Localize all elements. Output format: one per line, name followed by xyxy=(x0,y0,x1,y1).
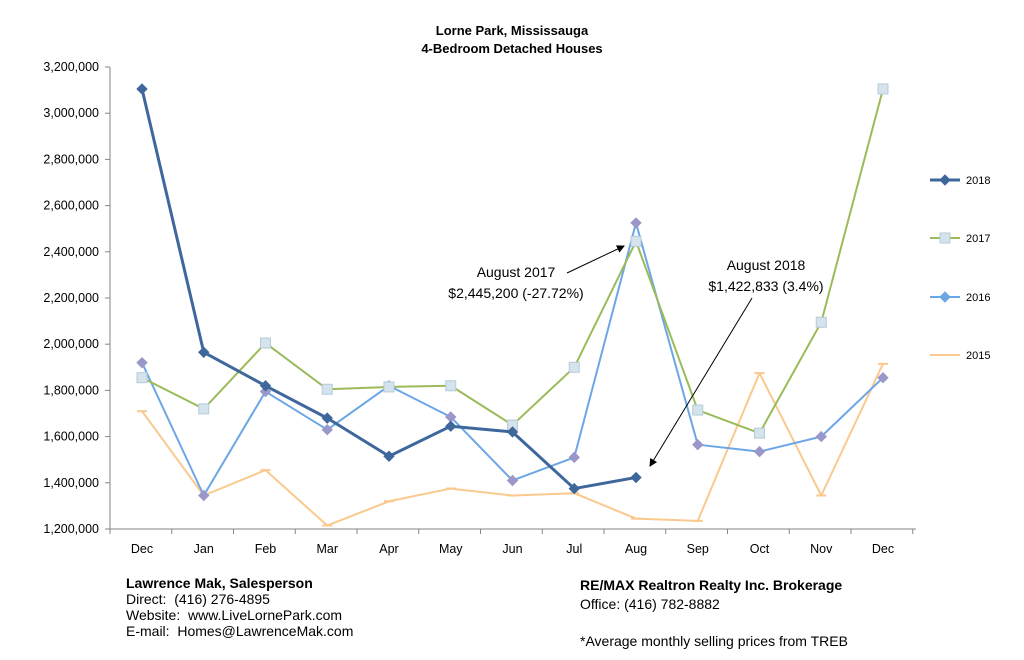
y-tick-label: 1,600,000 xyxy=(43,430,99,444)
data-point-2018 xyxy=(383,450,395,462)
x-tick-label: Feb xyxy=(255,542,277,556)
legend-marker-2017 xyxy=(939,232,951,244)
data-point-2018 xyxy=(630,471,642,484)
legend-label-2015: 2015 xyxy=(966,350,990,362)
data-point-2016 xyxy=(198,489,210,502)
chart-title: Lorne Park, Mississauga xyxy=(436,23,589,38)
data-point-2017 xyxy=(815,316,827,328)
series-group xyxy=(136,83,889,527)
annotation-aug-2018-value: $1,422,833 (3.4%) xyxy=(708,278,823,294)
data-point-2016 xyxy=(136,356,148,369)
data-point-2017 xyxy=(630,235,642,247)
data-point-2017 xyxy=(321,383,333,395)
y-tick-labels: 1,200,000 1,400,000 1,600,000 1,800,000 2,00… xyxy=(43,60,110,536)
data-point-2018 xyxy=(198,346,210,358)
x-tick-labels: Dec Jan Feb Mar Apr May Jun Jul Aug Sep Oct Nov Dec xyxy=(109,529,914,556)
y-tick-label: 2,000,000 xyxy=(43,337,99,351)
data-point-2016 xyxy=(259,385,272,398)
data-point-2018 xyxy=(506,426,519,438)
data-point-2017 xyxy=(260,337,271,349)
y-tick-label: 1,400,000 xyxy=(43,476,99,490)
x-tick-label: May xyxy=(439,542,463,556)
brokerage-info: RE/MAX Realtron Realty Inc. Brokerage Of… xyxy=(580,577,848,649)
x-tick-label: Jun xyxy=(502,542,522,556)
data-point-2018 xyxy=(136,83,148,95)
data-point-2016 xyxy=(753,445,766,458)
x-tick-label: Aug xyxy=(625,542,647,556)
y-tick-label: 2,200,000 xyxy=(43,291,99,305)
source-note: *Average monthly selling prices from TRE… xyxy=(580,633,848,649)
x-tick-label: Oct xyxy=(750,542,770,556)
series-2016 xyxy=(136,217,889,502)
data-point-2018 xyxy=(259,380,272,392)
x-tick-label: Dec xyxy=(872,542,894,556)
data-point-2016 xyxy=(877,371,889,384)
data-point-2017 xyxy=(877,83,889,95)
y-tick-label: 3,000,000 xyxy=(43,106,99,120)
y-tick-label: 3,200,000 xyxy=(43,60,99,74)
brokerage-name: RE/MAX Realtron Realty Inc. Brokerage xyxy=(580,577,843,593)
agent-website: Website: www.LiveLornePark.com xyxy=(126,607,343,623)
data-point-2016 xyxy=(630,217,642,229)
agent-email: E-mail: Homes@LawrenceMak.com xyxy=(126,623,354,639)
annotation-aug-2018-title: August 2018 xyxy=(727,257,806,273)
agent-name: Lawrence Mak, Salesperson xyxy=(126,575,313,591)
x-tick-label: Dec xyxy=(131,542,153,556)
data-point-2017 xyxy=(198,403,210,415)
y-tick-label: 2,800,000 xyxy=(43,152,99,166)
data-point-2018 xyxy=(321,412,333,424)
data-point-2016 xyxy=(506,474,519,487)
x-tick-label: Nov xyxy=(810,542,833,556)
data-point-2016 xyxy=(692,438,704,451)
legend-marker-2018 xyxy=(939,174,951,186)
y-tick-label: 2,600,000 xyxy=(43,199,99,213)
x-tick-label: Jul xyxy=(566,542,582,556)
line-chart: Lorne Park, Mississauga 4-Bedroom Detach… xyxy=(43,23,990,556)
data-point-2017 xyxy=(445,380,457,392)
x-tick-label: Jan xyxy=(194,542,214,556)
data-point-2017 xyxy=(754,427,765,439)
data-point-2018 xyxy=(568,482,580,495)
office-phone: Office: (416) 782-8882 xyxy=(580,596,720,612)
series-line-2015 xyxy=(141,363,884,527)
agent-contact: Lawrence Mak, Salesperson Direct: (416) … xyxy=(126,575,353,639)
data-point-2017 xyxy=(692,404,704,416)
annotation-aug-2017-title: August 2017 xyxy=(477,264,556,280)
legend-label-2016: 2016 xyxy=(966,292,990,304)
chart-subtitle: 4-Bedroom Detached Houses xyxy=(421,41,602,56)
data-point-2016 xyxy=(815,430,827,443)
series-2017 xyxy=(136,83,889,439)
x-tick-label: Sep xyxy=(687,542,709,556)
legend-label-2017: 2017 xyxy=(966,233,990,245)
data-point-2017 xyxy=(568,361,580,373)
data-point-2016 xyxy=(568,451,580,464)
legend-marker-2016 xyxy=(939,291,951,303)
series-2015 xyxy=(137,362,888,527)
series-2018 xyxy=(136,83,642,495)
y-tick-label: 1,800,000 xyxy=(43,383,99,397)
data-point-2017 xyxy=(383,381,395,393)
data-point-2016 xyxy=(321,423,333,436)
y-tick-label: 2,400,000 xyxy=(43,245,99,259)
y-tick-label: 1,200,000 xyxy=(43,522,99,536)
annotation-arrow-2018 xyxy=(649,297,753,467)
x-tick-label: Mar xyxy=(316,542,338,556)
x-tick-label: Apr xyxy=(379,542,398,556)
annotations: August 2017 $2,445,200 (-27.72%) August 20… xyxy=(448,245,824,467)
annotation-arrow-2017 xyxy=(566,245,625,274)
data-point-2018 xyxy=(445,420,457,432)
legend: 2018 2017 2016 2015 xyxy=(930,174,990,362)
agent-phone: Direct: (416) 276-4895 xyxy=(126,591,270,607)
annotation-aug-2017-value: $2,445,200 (-27.72%) xyxy=(448,285,583,301)
data-point-2017 xyxy=(136,372,148,384)
legend-label-2018: 2018 xyxy=(966,175,990,187)
